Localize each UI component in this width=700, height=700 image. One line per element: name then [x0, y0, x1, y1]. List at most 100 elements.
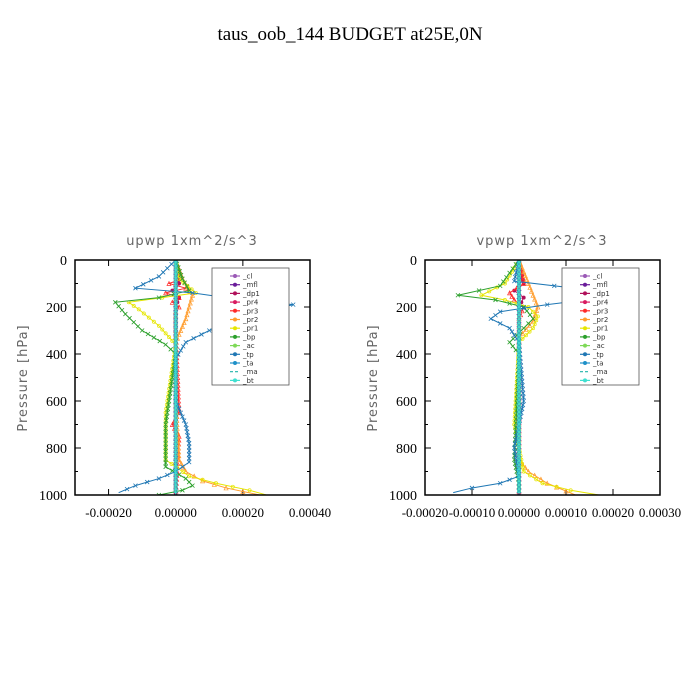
data-point	[528, 288, 535, 294]
data-point	[538, 476, 544, 482]
data-point	[517, 407, 521, 412]
data-point	[514, 404, 519, 410]
y-tick-label: 400	[396, 348, 417, 363]
data-point	[173, 488, 178, 493]
data-point	[180, 344, 186, 349]
data-point	[520, 386, 526, 392]
x-tick-label: -0.00020	[402, 505, 449, 520]
data-point	[524, 276, 530, 282]
data-point	[163, 441, 168, 447]
data-point	[173, 286, 178, 291]
y-tick-label: 200	[46, 301, 67, 316]
data-point	[184, 312, 190, 318]
legend-marker	[233, 291, 237, 296]
legend-box	[211, 267, 290, 386]
data-point	[165, 265, 170, 271]
data-point	[182, 280, 187, 285]
data-point	[173, 314, 178, 319]
data-point	[173, 480, 178, 485]
data-point	[530, 316, 536, 322]
data-point	[510, 266, 516, 271]
data-point	[521, 325, 526, 331]
data-point	[141, 311, 146, 316]
data-point	[507, 477, 512, 483]
data-point	[183, 315, 189, 322]
chart-title: vpwp 1xm^2/s^3	[476, 234, 607, 249]
data-point	[517, 347, 521, 352]
x-tick-label: 0.00010	[545, 505, 587, 520]
data-point	[521, 305, 526, 311]
data-point	[156, 323, 161, 328]
data-point	[512, 441, 518, 447]
data-point	[176, 456, 182, 463]
data-point	[176, 294, 182, 300]
data-point	[497, 480, 503, 486]
data-point	[173, 412, 178, 416]
data-point	[517, 444, 521, 449]
data-point	[185, 308, 191, 314]
data-point	[163, 445, 168, 450]
data-point	[512, 274, 518, 280]
data-point	[532, 311, 539, 317]
data-point	[184, 284, 190, 289]
legend-label: _ac	[242, 342, 255, 350]
data-point	[133, 285, 138, 291]
data-point	[517, 282, 521, 287]
data-point	[173, 262, 178, 267]
data-point	[180, 414, 185, 419]
data-point	[168, 347, 173, 352]
data-point	[517, 351, 521, 356]
data-point	[511, 297, 517, 303]
data-point	[173, 383, 178, 388]
data-point	[173, 306, 178, 311]
legend-marker	[583, 308, 587, 313]
data-point	[517, 484, 521, 489]
plot-frame	[74, 259, 311, 496]
legend-label: _pr4	[592, 299, 609, 307]
legend-label: _bt	[592, 377, 604, 385]
x-tick-label: 0.00030	[639, 505, 681, 520]
data-point	[127, 315, 132, 321]
data-point	[169, 461, 174, 466]
legend-label: _pr2	[242, 316, 258, 324]
data-point	[517, 476, 521, 481]
chart-title: upwp 1xm^2/s^3	[126, 234, 258, 249]
y-tick-label: 600	[396, 395, 417, 410]
data-point	[167, 335, 171, 340]
data-point	[163, 437, 168, 443]
data-point	[517, 310, 521, 315]
data-point	[186, 459, 192, 465]
legend-marker	[583, 317, 587, 322]
legend-marker	[233, 282, 237, 287]
data-point	[517, 452, 521, 457]
data-point	[173, 355, 178, 360]
data-point	[180, 464, 187, 470]
data-point	[146, 315, 151, 320]
legend-label: _pr3	[242, 307, 258, 315]
legend-marker	[233, 378, 237, 383]
data-point	[524, 333, 529, 338]
legend-label: _cl	[242, 273, 252, 281]
legend-label: _tp	[242, 351, 254, 359]
data-point	[520, 276, 526, 282]
data-point	[240, 488, 246, 494]
legend-label: _ma	[592, 368, 608, 376]
data-point	[186, 444, 192, 450]
data-point	[517, 363, 521, 368]
data-point	[173, 379, 178, 384]
data-point	[517, 379, 521, 384]
data-point	[113, 300, 118, 305]
data-point	[156, 492, 162, 495]
data-point	[517, 278, 521, 283]
data-point	[173, 420, 178, 425]
data-point	[190, 483, 195, 488]
data-point	[479, 293, 484, 298]
data-point	[509, 329, 515, 334]
data-point	[534, 307, 540, 313]
data-point	[521, 280, 527, 286]
data-point	[184, 429, 190, 435]
data-point	[183, 422, 189, 427]
data-point	[133, 483, 138, 488]
data-point	[521, 394, 526, 400]
legend-marker	[583, 334, 587, 339]
